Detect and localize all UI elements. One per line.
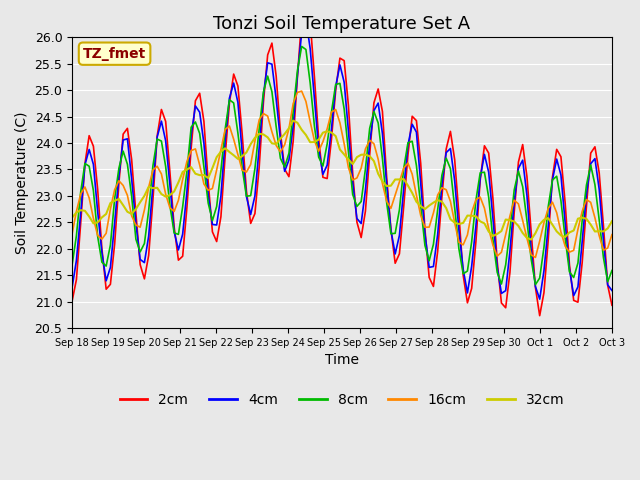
32cm <box>200 172 208 178</box>
4cm <box>268 61 276 67</box>
2cm <box>540 290 548 296</box>
8cm <box>200 164 208 170</box>
Legend: 2cm, 4cm, 8cm, 16cm, 32cm: 2cm, 4cm, 8cm, 16cm, 32cm <box>114 387 570 412</box>
Text: TZ_fmet: TZ_fmet <box>83 47 146 60</box>
4cm <box>353 216 361 221</box>
16cm <box>591 215 599 221</box>
32cm <box>268 141 276 146</box>
8cm <box>353 204 361 209</box>
32cm <box>591 228 599 234</box>
2cm <box>591 144 599 150</box>
16cm <box>268 129 276 135</box>
Y-axis label: Soil Temperature (C): Soil Temperature (C) <box>15 111 29 254</box>
8cm <box>289 108 297 114</box>
2cm <box>608 302 616 308</box>
2cm <box>289 138 297 144</box>
32cm <box>353 154 361 160</box>
Line: 8cm: 8cm <box>72 47 612 285</box>
8cm <box>540 245 548 251</box>
4cm <box>68 284 76 290</box>
2cm <box>536 313 543 319</box>
Line: 2cm: 2cm <box>72 0 612 316</box>
4cm <box>536 296 543 302</box>
X-axis label: Time: Time <box>325 353 359 367</box>
Title: Tonzi Soil Temperature Set A: Tonzi Soil Temperature Set A <box>214 15 470 33</box>
32cm <box>294 120 301 126</box>
4cm <box>608 288 616 293</box>
4cm <box>591 156 599 161</box>
Line: 4cm: 4cm <box>72 20 612 299</box>
16cm <box>298 88 305 94</box>
32cm <box>608 218 616 224</box>
16cm <box>68 231 76 237</box>
16cm <box>608 232 616 238</box>
2cm <box>200 119 208 124</box>
16cm <box>289 101 297 107</box>
4cm <box>540 268 548 274</box>
32cm <box>68 215 76 220</box>
32cm <box>540 217 548 223</box>
8cm <box>591 182 599 188</box>
16cm <box>200 181 208 187</box>
2cm <box>353 219 361 225</box>
8cm <box>68 262 76 267</box>
16cm <box>353 175 361 181</box>
32cm <box>527 237 535 242</box>
16cm <box>532 254 540 260</box>
2cm <box>268 40 276 46</box>
4cm <box>302 17 310 23</box>
8cm <box>268 89 276 95</box>
8cm <box>608 268 616 274</box>
32cm <box>289 118 297 123</box>
8cm <box>532 282 540 288</box>
2cm <box>68 298 76 304</box>
Line: 32cm: 32cm <box>72 120 612 240</box>
4cm <box>289 123 297 129</box>
16cm <box>540 220 548 226</box>
Line: 16cm: 16cm <box>72 91 612 257</box>
8cm <box>298 44 305 49</box>
4cm <box>200 140 208 146</box>
